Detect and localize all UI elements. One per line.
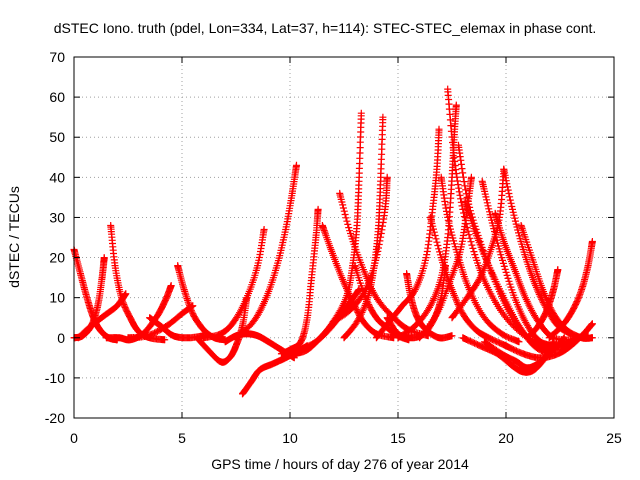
data-point (466, 234, 474, 242)
y-tick-label: -10 (45, 370, 65, 386)
data-point (100, 254, 108, 262)
data-point (357, 109, 365, 117)
data-point (256, 307, 264, 315)
data-point (506, 193, 514, 201)
x-tick-label: 15 (390, 430, 406, 446)
data-point (161, 336, 169, 344)
data-point (344, 220, 352, 228)
data-series (70, 85, 596, 398)
series-arc01 (70, 246, 121, 344)
data-point (122, 290, 130, 298)
data-point (293, 161, 300, 169)
x-tick-label: 0 (70, 430, 78, 446)
data-point (355, 286, 363, 294)
x-tick-label: 5 (178, 430, 186, 446)
y-tick-label: 60 (49, 89, 65, 105)
x-axis-label: GPS time / hours of day 276 of year 2014 (211, 456, 469, 472)
data-point (187, 307, 195, 315)
x-tick-label: 10 (282, 430, 298, 446)
series-arc05 (102, 282, 175, 344)
y-tick-label: -20 (45, 410, 65, 426)
data-point (504, 183, 511, 191)
series-arc14 (277, 205, 322, 358)
data-point (314, 205, 322, 213)
data-point (460, 178, 468, 186)
chart-title: dSTEC Iono. truth (pdel, Lon=334, Lat=37… (54, 20, 597, 36)
data-point (459, 173, 467, 181)
data-point (468, 241, 476, 249)
data-point (342, 214, 350, 222)
data-point (505, 190, 513, 197)
y-tick-label: 70 (49, 49, 65, 65)
y-tick-label: 0 (57, 330, 65, 346)
data-point (462, 186, 470, 194)
data-point (578, 284, 586, 292)
data-point (435, 125, 443, 133)
data-point (260, 226, 268, 233)
data-point (506, 196, 514, 204)
data-point (459, 169, 467, 177)
data-point (345, 224, 353, 232)
data-point (340, 207, 348, 215)
data-point (455, 188, 463, 196)
data-point (469, 244, 477, 252)
data-point (339, 204, 347, 212)
data-point (185, 300, 193, 308)
y-tick-label: 30 (49, 209, 65, 225)
series-line (503, 169, 572, 335)
y-tick-label: 40 (49, 169, 65, 185)
data-point (507, 199, 515, 207)
series-arc04 (74, 290, 130, 342)
data-point (433, 238, 441, 246)
series-arc17 (318, 222, 398, 342)
data-point (435, 245, 443, 253)
data-point (434, 242, 442, 249)
y-tick-label: 20 (49, 250, 65, 266)
series-line (481, 181, 556, 347)
series-arc13 (232, 161, 300, 342)
data-point (343, 217, 351, 225)
data-point (467, 238, 475, 246)
y-axis-label: dSTEC / TECUs (6, 186, 22, 288)
series-line (281, 209, 319, 355)
data-point (167, 282, 175, 290)
x-tick-label: 20 (498, 430, 514, 446)
series-arc10 (200, 226, 268, 342)
y-tick-label: 50 (49, 129, 65, 145)
data-point (432, 235, 440, 243)
data-point (186, 303, 194, 311)
data-point (458, 165, 466, 173)
x-tick-label: 25 (606, 430, 622, 446)
y-tick-label: 10 (49, 290, 65, 306)
